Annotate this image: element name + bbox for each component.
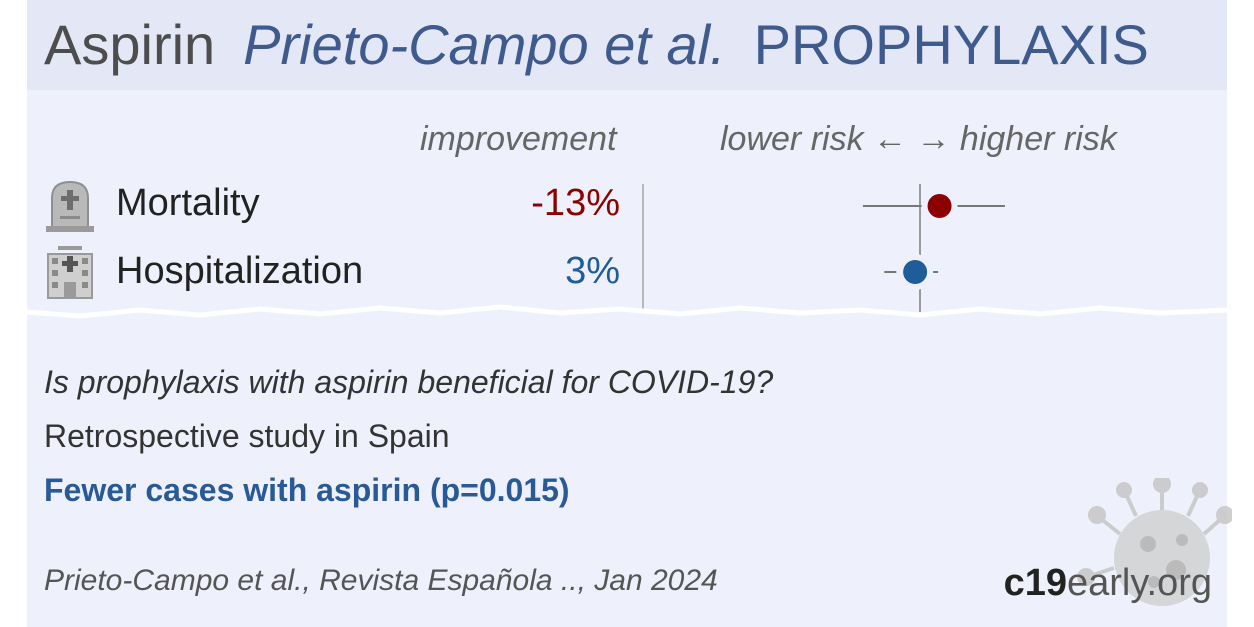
row-label-mortality: Mortality xyxy=(116,182,260,224)
row-value-mortality: -13% xyxy=(531,182,620,224)
author-name: Prieto-Campo et al. xyxy=(243,13,726,76)
citation: Prieto-Campo et al., Revista Española ..… xyxy=(44,564,718,597)
study-type: PROPHYLAXIS xyxy=(753,13,1149,76)
risk-axis-header: lower risk ← → higher risk xyxy=(720,120,1117,158)
point-estimate-mortality xyxy=(927,194,952,218)
torn-edge xyxy=(26,304,1228,319)
brand-logo[interactable]: c19early.org xyxy=(1004,562,1212,605)
column-divider xyxy=(642,184,644,310)
brand-rest: early.org xyxy=(1066,562,1212,604)
virus-icon xyxy=(1077,478,1232,606)
summary-design: Retrospective study in Spain xyxy=(44,418,450,454)
point-estimate-hospitalization xyxy=(903,260,928,284)
summary-result: Fewer cases with aspirin (p=0.015) xyxy=(44,472,570,508)
header-bar xyxy=(27,0,1227,90)
improvement-column-header: improvement xyxy=(420,120,617,158)
row-value-hospitalization: 3% xyxy=(565,250,620,292)
summary-question: Is prophylaxis with aspirin beneficial f… xyxy=(44,364,774,400)
brand-bold: c19 xyxy=(1003,562,1067,604)
page-title: Aspirin Prieto-Campo et al. PROPHYLAXIS xyxy=(44,10,1149,80)
drug-name: Aspirin xyxy=(44,13,216,76)
row-label-hospitalization: Hospitalization xyxy=(116,250,364,292)
tombstone-icon xyxy=(46,180,94,232)
hospital-icon xyxy=(47,246,93,299)
